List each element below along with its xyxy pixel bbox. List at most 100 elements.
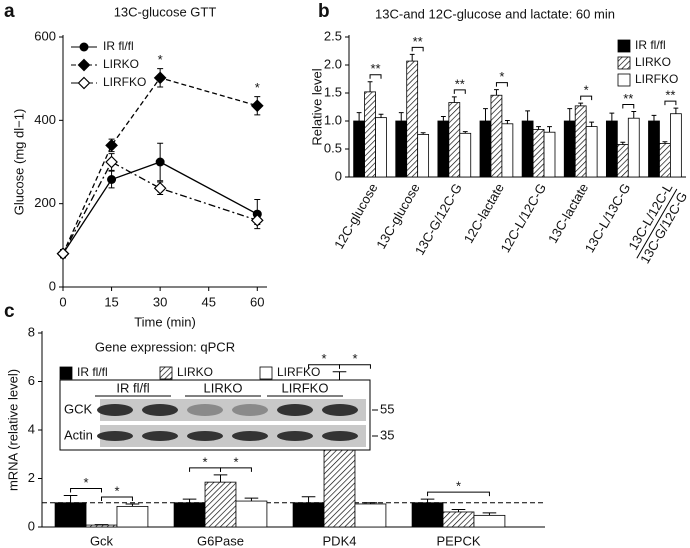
series-line xyxy=(62,161,258,255)
marker xyxy=(153,71,167,85)
bar xyxy=(364,91,376,178)
y-tick-label: 2 xyxy=(28,470,35,485)
annotation: * xyxy=(255,80,260,95)
blot-band xyxy=(97,431,133,441)
x-tick-label: 13C-lactate xyxy=(545,181,591,246)
chart-title: 13C-and 12C-glucose and lactate: 60 min xyxy=(375,6,615,21)
category-label-group: 13C-glucose xyxy=(373,181,422,252)
bar xyxy=(437,120,450,178)
significance-label: * xyxy=(352,351,357,366)
bar xyxy=(353,120,365,178)
significance-label: * xyxy=(584,83,589,98)
error-bar xyxy=(673,107,679,114)
bar xyxy=(659,142,671,178)
bar xyxy=(479,120,492,178)
y-axis-label: Glucose (mg dl−1) xyxy=(11,109,26,216)
y-tick-label: 1.5 xyxy=(324,84,342,99)
category-label-group: 12C-glucose xyxy=(331,181,380,252)
x-tick-label: 12C-glucose xyxy=(331,181,380,252)
panel-label: b xyxy=(318,1,330,22)
bar xyxy=(670,113,682,178)
legend-label: IR fl/fl xyxy=(635,38,666,52)
x-tick-label: 30 xyxy=(153,294,167,309)
y-tick-label: 2.5 xyxy=(324,28,342,43)
marker xyxy=(250,213,264,227)
error-bar xyxy=(609,112,615,121)
chart-title: 13C-glucose GTT xyxy=(114,4,217,19)
bar xyxy=(543,131,556,178)
y-tick-label: 0.5 xyxy=(324,140,342,155)
blot-band xyxy=(322,431,358,441)
legend-marker xyxy=(77,58,91,72)
significance-label: * xyxy=(499,69,504,84)
significance-label: ** xyxy=(665,88,675,103)
blot-lane-label: IR fl/fl xyxy=(116,380,149,395)
error-bar xyxy=(451,509,466,512)
significance-label: * xyxy=(456,479,461,494)
fraction-bar xyxy=(636,188,678,259)
legend-swatch xyxy=(59,366,73,380)
marker xyxy=(155,157,165,167)
bar xyxy=(442,511,475,528)
y-tick-label: 0 xyxy=(49,278,56,293)
legend-swatch xyxy=(259,366,273,380)
legend-label: LIRKO xyxy=(103,57,139,71)
marker xyxy=(250,99,264,113)
bar xyxy=(85,524,118,528)
bar xyxy=(354,503,387,528)
error-bar xyxy=(409,53,415,62)
series-line xyxy=(62,77,258,254)
significance-bracket xyxy=(101,496,133,501)
legend-label: LIRKO xyxy=(177,365,213,379)
y-tick-label: 600 xyxy=(34,28,56,43)
y-tick-label: 4 xyxy=(28,421,35,436)
bar xyxy=(521,120,534,178)
bar xyxy=(448,102,461,178)
bar xyxy=(563,120,576,178)
y-axis-label: Relative level xyxy=(309,68,324,145)
bar xyxy=(585,126,598,178)
error-bar xyxy=(494,89,499,96)
panel-label: c xyxy=(4,301,15,322)
legend-label: LIRFKO xyxy=(103,75,146,89)
y-tick-label: 1.0 xyxy=(324,112,342,127)
panel-label: a xyxy=(4,1,15,22)
bar xyxy=(459,132,472,178)
blot-band xyxy=(232,431,268,441)
bar xyxy=(501,123,514,178)
error-bar xyxy=(244,497,259,502)
x-tick-label: PDK4 xyxy=(323,533,357,548)
bar xyxy=(417,134,430,178)
error-bar xyxy=(589,121,595,127)
series-line xyxy=(62,161,258,254)
error-bar xyxy=(182,498,197,503)
significance-label: * xyxy=(202,454,207,469)
error-bar xyxy=(536,126,541,130)
marker xyxy=(107,175,117,184)
bar xyxy=(616,144,629,178)
error-bar xyxy=(578,102,584,106)
category-label-group: 13C-lactate xyxy=(545,181,591,246)
x-tick-label: PEPCK xyxy=(436,533,480,548)
error-bar xyxy=(213,474,228,483)
blot-lane-label: LIRFKO xyxy=(282,380,329,395)
bar xyxy=(473,514,506,528)
blot-band xyxy=(232,404,268,416)
blot-row-label: Actin xyxy=(64,427,93,442)
error-bar xyxy=(567,108,573,121)
blot-band xyxy=(142,404,178,416)
error-bar xyxy=(451,96,457,103)
legend-marker xyxy=(77,76,91,90)
marker xyxy=(153,181,167,195)
error-bar xyxy=(301,496,316,503)
y-tick-label: 6 xyxy=(28,373,35,388)
significance-label: ** xyxy=(370,61,380,76)
x-tick-label: 60 xyxy=(250,294,264,309)
significance-bracket xyxy=(411,46,424,52)
legend-swatch xyxy=(617,39,631,53)
error-bar xyxy=(440,116,446,121)
error-bar xyxy=(63,494,78,503)
bar xyxy=(116,505,149,528)
